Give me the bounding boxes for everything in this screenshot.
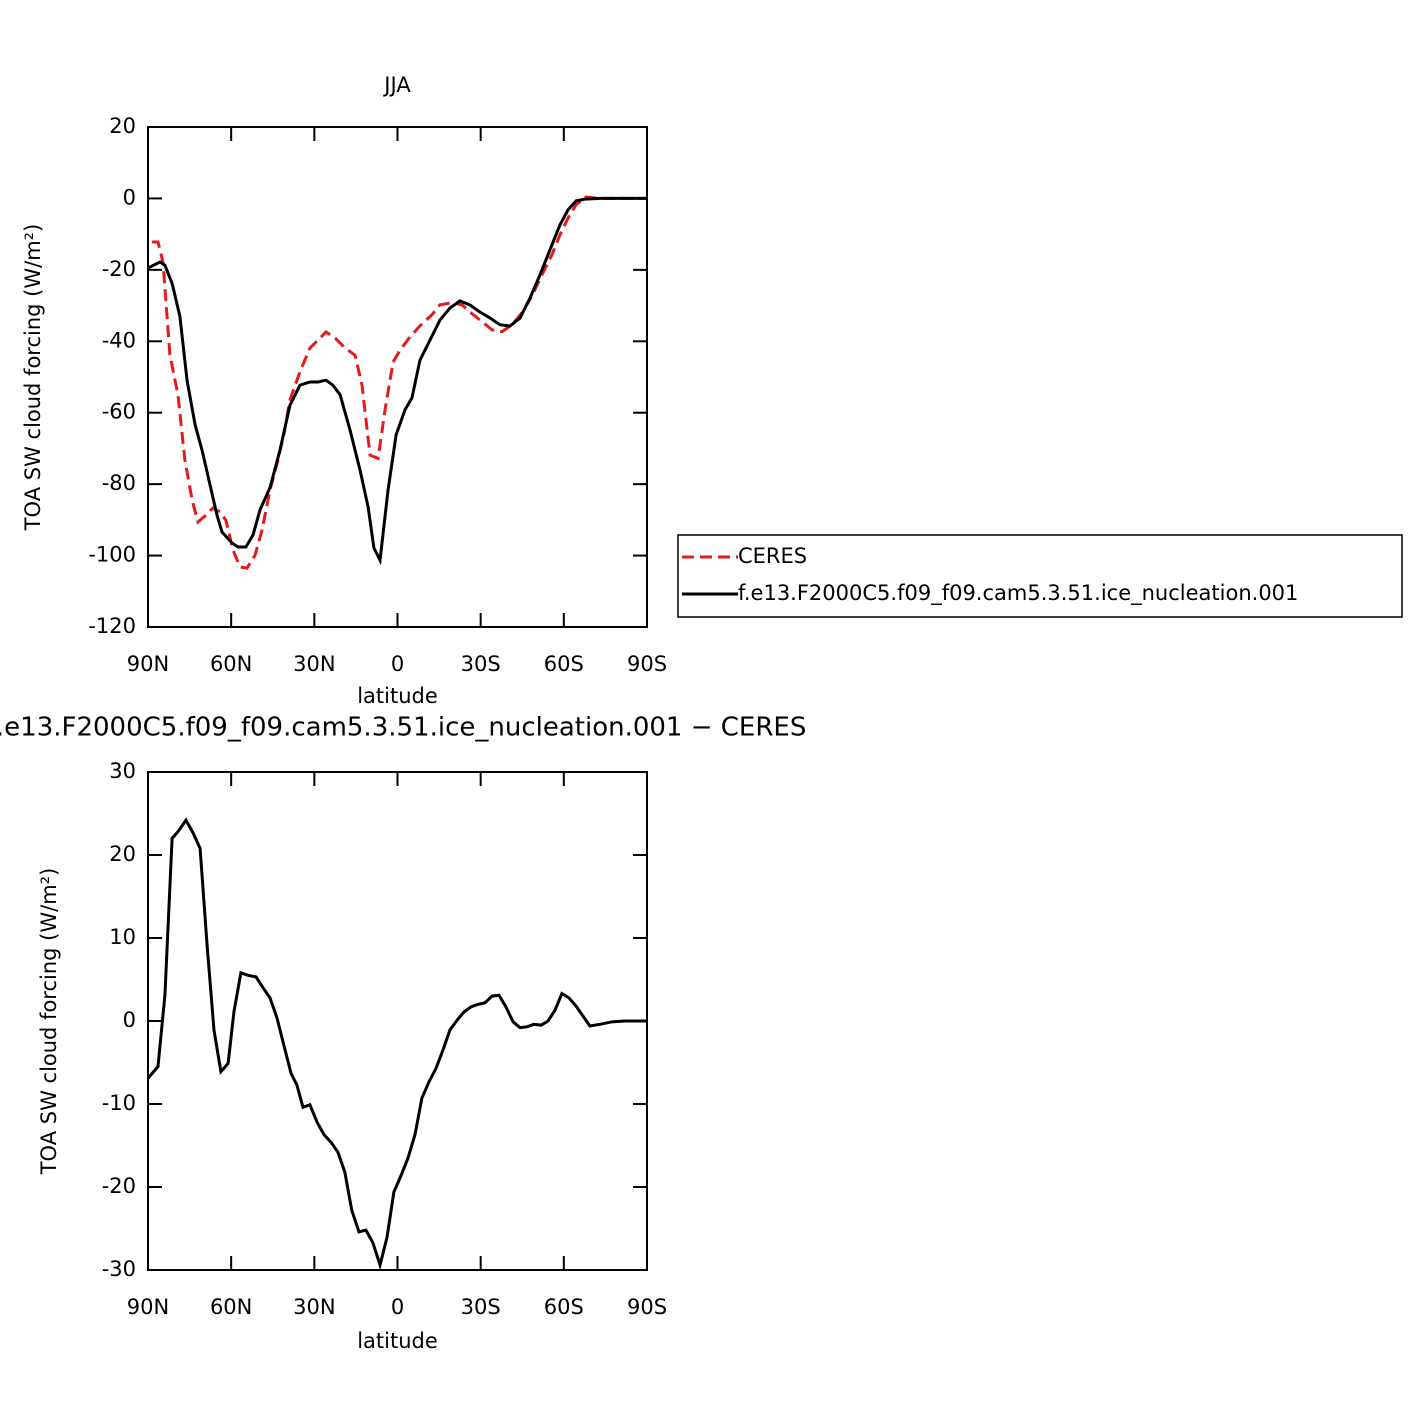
x-axis-label: latitude xyxy=(357,684,438,708)
y-tick-label: -100 xyxy=(88,543,136,567)
legend-label: CERES xyxy=(738,544,807,568)
x-tick-label: 0 xyxy=(391,1295,404,1319)
data-line xyxy=(147,196,647,566)
y-tick-label: -40 xyxy=(102,328,136,352)
x-tick-label: 90N xyxy=(127,1295,169,1319)
y-tick-label: -120 xyxy=(88,614,136,638)
x-tick-label: 30S xyxy=(461,652,501,676)
y-tick-label: 20 xyxy=(109,842,136,866)
y-axis-label: TOA SW cloud forcing (W/m²) xyxy=(21,224,45,532)
chart-title: f.e13.F2000C5.f09_f09.cam5.3.51.ice_nucl… xyxy=(0,713,806,743)
x-tick-label: 90S xyxy=(627,1295,667,1319)
y-tick-label: 0 xyxy=(123,185,136,209)
data-line xyxy=(146,817,647,1271)
y-tick-label: -60 xyxy=(102,400,136,424)
x-tick-label: 30S xyxy=(461,1295,501,1319)
chart-title: JJA xyxy=(382,73,411,97)
y-axis-label: TOA SW cloud forcing (W/m²) xyxy=(37,868,61,1176)
x-tick-label: 60S xyxy=(544,1295,584,1319)
x-tick-label: 60N xyxy=(210,652,252,676)
plot-frame xyxy=(147,126,648,628)
x-axis-label: latitude xyxy=(357,1329,438,1353)
x-tick-label: 0 xyxy=(391,652,404,676)
legend-label: f.e13.F2000C5.f09_f09.cam5.3.51.ice_nucl… xyxy=(738,581,1298,606)
x-tick-label: 30N xyxy=(293,652,335,676)
y-tick-label: -10 xyxy=(102,1091,136,1115)
y-tick-label: 30 xyxy=(109,759,136,783)
y-tick-label: -20 xyxy=(102,1174,136,1198)
x-tick-label: 60S xyxy=(544,652,584,676)
data-line xyxy=(151,195,647,570)
x-tick-label: 60N xyxy=(210,1295,252,1319)
y-tick-label: -30 xyxy=(102,1257,136,1281)
legend-box xyxy=(677,534,1403,618)
x-tick-label: 90S xyxy=(627,652,667,676)
x-tick-label: 30N xyxy=(293,1295,335,1319)
plot-frame xyxy=(147,771,648,1271)
y-tick-label: 0 xyxy=(123,1008,136,1032)
y-tick-label: 10 xyxy=(109,925,136,949)
y-tick-label: -80 xyxy=(102,471,136,495)
x-tick-label: 90N xyxy=(127,652,169,676)
y-tick-label: 20 xyxy=(109,114,136,138)
y-tick-label: -20 xyxy=(102,257,136,281)
